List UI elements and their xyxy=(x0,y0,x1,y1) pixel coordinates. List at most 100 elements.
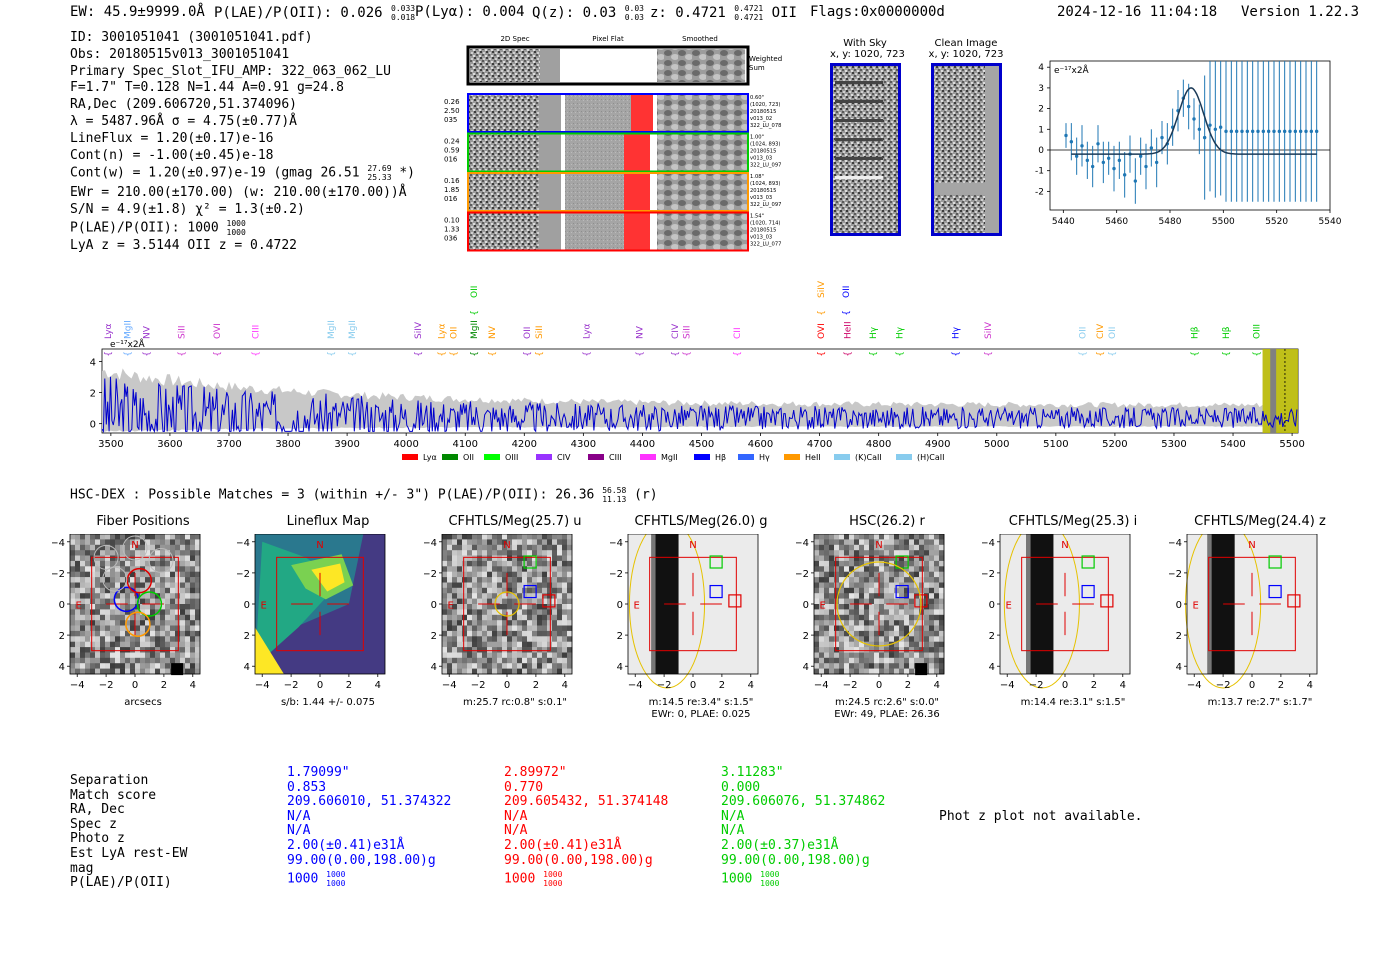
noise-pixel xyxy=(180,577,186,583)
match-marker-green xyxy=(1081,555,1095,569)
noise-pixel xyxy=(140,652,146,659)
noise-pixel xyxy=(472,550,478,556)
panel-xtick-label: −4 xyxy=(70,680,85,691)
noise-pixel xyxy=(190,550,196,556)
cutout-left-stat: 0.26 xyxy=(444,98,460,106)
noise-pixel xyxy=(442,598,448,605)
noise-pixel xyxy=(824,641,830,648)
noise-pixel xyxy=(105,636,111,642)
noise-pixel xyxy=(567,652,573,659)
noise-pixel xyxy=(939,560,945,567)
legend-label: (K)CaII xyxy=(855,453,882,462)
match-row-label: Photo z xyxy=(70,831,125,847)
noise-pixel xyxy=(562,598,568,605)
noise-pixel xyxy=(507,534,513,540)
noise-pixel xyxy=(834,571,840,578)
line-id: NV{ xyxy=(142,325,152,356)
noise-pixel xyxy=(819,620,825,626)
zoom-unit-label: e⁻¹⁷x2Å xyxy=(1054,64,1090,76)
noise-pixel xyxy=(924,539,930,546)
noise-pixel xyxy=(160,636,166,642)
noise-pixel xyxy=(517,657,523,664)
noise-pixel xyxy=(829,620,835,626)
header-z-hi: 0.4721 xyxy=(734,4,764,13)
header-z-range: 0.4721 0.4721 xyxy=(734,4,763,22)
noise-pixel xyxy=(924,630,930,637)
cutout-bad-column xyxy=(631,95,653,131)
weighted-sum-row: Weighted Sum xyxy=(466,45,782,86)
noise-pixel xyxy=(160,609,166,616)
full-xtick-label: 5100 xyxy=(1043,439,1068,450)
line-id-bracket: { xyxy=(470,310,480,316)
match-sep: 2.89972" xyxy=(504,765,567,780)
noise-pixel xyxy=(90,609,96,616)
noise-pixel xyxy=(95,652,101,659)
noise-pixel xyxy=(170,641,176,648)
noise-pixel xyxy=(854,560,860,567)
noise-pixel xyxy=(115,534,121,540)
noise-pixel xyxy=(190,587,196,594)
noise-pixel xyxy=(507,571,513,578)
noise-pixel xyxy=(899,630,905,637)
noise-pixel xyxy=(185,630,191,637)
noise-pixel xyxy=(120,636,126,642)
noise-pixel xyxy=(814,636,820,642)
noise-pixel xyxy=(834,625,840,632)
noise-pixel xyxy=(135,657,141,664)
noise-pixel xyxy=(884,641,890,648)
noise-pixel xyxy=(819,604,825,610)
noise-pixel xyxy=(929,609,935,616)
north-label: N xyxy=(131,540,138,551)
noise-pixel xyxy=(487,641,493,648)
noise-pixel xyxy=(487,630,493,637)
noise-pixel xyxy=(552,609,558,616)
noise-pixel xyxy=(849,539,855,546)
noise-pixel xyxy=(140,630,146,637)
noise-pixel xyxy=(120,534,126,540)
noise-pixel xyxy=(532,614,538,621)
noise-pixel xyxy=(140,609,146,616)
noise-pixel xyxy=(889,598,895,605)
noise-pixel xyxy=(135,652,141,659)
noise-pixel xyxy=(155,534,161,540)
info-cont-w-lo: 25.33 xyxy=(367,173,392,183)
info-cont-n: Cont(n) = -1.00(±0.45)e-18 xyxy=(70,147,274,163)
noise-pixel xyxy=(884,630,890,637)
noise-pixel xyxy=(899,539,905,546)
noise-pixel xyxy=(909,566,915,572)
noise-pixel xyxy=(155,566,161,572)
noise-pixel xyxy=(185,641,191,648)
north-label: N xyxy=(503,540,510,551)
noise-pixel xyxy=(502,614,508,621)
noise-pixel xyxy=(195,647,201,653)
line-id-bracket: { xyxy=(523,351,533,357)
noise-pixel xyxy=(522,625,528,632)
noise-pixel xyxy=(919,534,925,540)
line-id-label: Hγ xyxy=(895,326,905,339)
noise-pixel xyxy=(135,630,141,637)
line-id-label: HeII xyxy=(843,321,853,339)
noise-pixel xyxy=(507,663,513,669)
noise-pixel xyxy=(487,620,493,626)
noise-pixel xyxy=(467,625,473,632)
noise-pixel xyxy=(145,625,151,632)
noise-pixel xyxy=(904,668,910,675)
noise-pixel xyxy=(829,571,835,578)
noise-pixel xyxy=(115,647,121,653)
noise-pixel xyxy=(482,587,488,594)
noise-pixel xyxy=(869,668,875,675)
noise-pixel xyxy=(874,544,880,551)
noise-pixel xyxy=(532,534,538,540)
noise-pixel xyxy=(472,555,478,562)
noise-pixel xyxy=(95,571,101,578)
header-plae-lo: 0.018 xyxy=(391,13,416,22)
noise-pixel xyxy=(924,587,930,594)
match-plae-value: 1000 xyxy=(504,871,544,887)
noise-pixel xyxy=(904,550,910,556)
noise-pixel xyxy=(457,566,463,572)
noise-pixel xyxy=(125,550,131,556)
line-id: Hβ{ xyxy=(1222,326,1232,357)
noise-pixel xyxy=(180,641,186,648)
match-plae-hi: 1000 xyxy=(326,870,346,880)
